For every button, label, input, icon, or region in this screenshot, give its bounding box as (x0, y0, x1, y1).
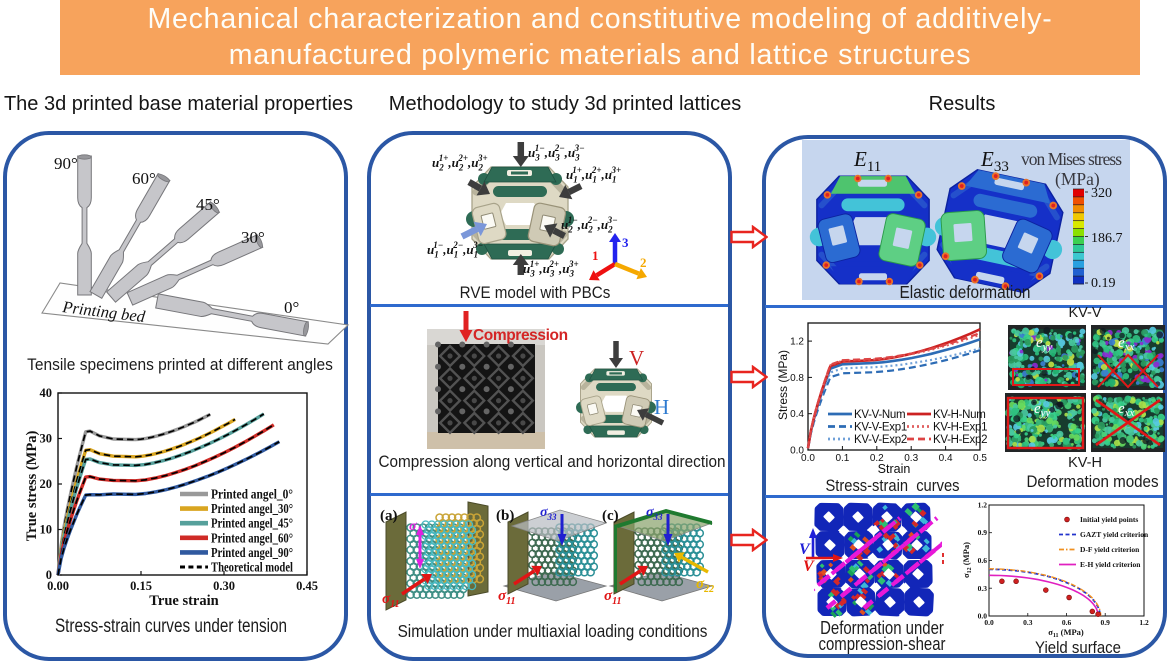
svg-text:(a): (a) (380, 508, 398, 524)
svg-text:0.6: 0.6 (978, 556, 988, 565)
svg-text:0.0: 0.0 (801, 453, 815, 464)
svg-text:u21+,u22+,u23+: u21+,u22+,u23+ (432, 153, 488, 173)
svg-text:V: V (799, 541, 811, 558)
svg-text:60°: 60° (132, 169, 156, 188)
svg-text:(c): (c) (602, 508, 619, 524)
svg-text:0.19: 0.19 (1091, 276, 1116, 291)
svg-text:KV-H-Num: KV-H-Num (933, 409, 986, 421)
svg-text:0.45: 0.45 (296, 579, 318, 593)
svg-text:V: V (629, 346, 644, 370)
svg-text:0.6: 0.6 (1062, 618, 1072, 627)
svg-text:0: 0 (46, 568, 52, 582)
svg-text:σ33: σ33 (646, 505, 663, 522)
svg-text:0.3: 0.3 (1023, 618, 1033, 627)
svg-text:1.2: 1.2 (790, 337, 804, 348)
svg-text:0.3: 0.3 (904, 453, 918, 464)
svg-text:Printed angel_60°: Printed angel_60° (211, 530, 293, 545)
svg-text:E11: E11 (853, 147, 881, 175)
svg-text:D-F yield criterion: D-F yield criterion (1080, 545, 1140, 554)
svg-text:0.00: 0.00 (47, 579, 69, 593)
svg-text:σ12 (MPa): σ12 (MPa) (961, 542, 973, 578)
svg-text:σ: σ (409, 519, 417, 534)
svg-text:40: 40 (40, 386, 53, 400)
svg-text:Theoretical model: Theoretical model (211, 560, 293, 575)
svg-text:True stress (MPa): True stress (MPa) (24, 431, 40, 542)
svg-text:Printed angel_90°: Printed angel_90° (211, 545, 293, 560)
svg-text:320: 320 (1091, 186, 1112, 201)
svg-text:0.8: 0.8 (790, 373, 804, 384)
svg-text:H: H (654, 395, 669, 419)
svg-text:KV-V-Exp2: KV-V-Exp2 (854, 434, 907, 446)
svg-text:0.3: 0.3 (978, 584, 988, 593)
svg-text:Printed angel_0°: Printed angel_0° (211, 487, 293, 502)
svg-text:(b): (b) (496, 508, 514, 524)
svg-text:0.2: 0.2 (870, 453, 884, 464)
svg-text:1: 1 (592, 248, 599, 263)
svg-text:45°: 45° (196, 195, 220, 214)
svg-text:0.0: 0.0 (984, 618, 994, 627)
svg-text:GAZT yield criterion: GAZT yield criterion (1080, 530, 1149, 539)
svg-text:0.0: 0.0 (790, 446, 804, 457)
svg-text:True strain: True strain (149, 593, 218, 609)
svg-text:10: 10 (40, 523, 53, 537)
svg-text:Compression: Compression (473, 327, 568, 344)
svg-text:E33: E33 (980, 147, 1009, 175)
svg-text:KV-H-Exp1: KV-H-Exp1 (933, 422, 987, 434)
svg-text:0.0: 0.0 (978, 612, 988, 621)
svg-text:0°: 0° (284, 298, 299, 317)
svg-text:Printed angel_45°: Printed angel_45° (211, 516, 293, 531)
svg-text:σ33: σ33 (540, 505, 557, 522)
svg-text:KV-V-Exp1: KV-V-Exp1 (854, 422, 907, 434)
svg-text:0.1: 0.1 (835, 453, 849, 464)
svg-text:3: 3 (622, 235, 629, 250)
svg-text:u11+,u12+,u13+: u11+,u12+,u13+ (566, 165, 621, 185)
svg-text:2: 2 (640, 255, 647, 270)
svg-text:0.15: 0.15 (130, 579, 152, 593)
svg-text:20: 20 (40, 477, 53, 491)
svg-text:Strain: Strain (878, 462, 911, 476)
svg-text:0.30: 0.30 (213, 579, 235, 593)
svg-text:1.2: 1.2 (978, 501, 988, 510)
svg-text:u31−,u32−,u33−: u31−,u32−,u33− (528, 143, 585, 163)
svg-text:KV-H-Exp2: KV-H-Exp2 (933, 434, 987, 446)
svg-text:Stress (MPa): Stress (MPa) (776, 350, 790, 420)
svg-text:Printed angel_30°: Printed angel_30° (211, 501, 293, 516)
svg-text:1.2: 1.2 (1139, 618, 1149, 627)
svg-text:0.4: 0.4 (939, 453, 953, 464)
svg-text:E-H yield criterion: E-H yield criterion (1080, 560, 1141, 569)
svg-text:u31+,u32+,u33+: u31+,u32+,u33+ (523, 259, 579, 279)
svg-text:V: V (803, 558, 815, 575)
svg-text:186.7: 186.7 (1091, 231, 1123, 246)
svg-text:u21−,u22−,u23−: u21−,u22−,u23− (561, 215, 618, 235)
svg-text:von Mises stress: von Mises stress (1021, 149, 1122, 169)
svg-text:90°: 90° (54, 154, 78, 173)
svg-text:0.9: 0.9 (978, 528, 988, 537)
svg-text:(MPa): (MPa) (1055, 169, 1100, 189)
svg-text:0.9: 0.9 (1101, 618, 1111, 627)
svg-text:30°: 30° (241, 228, 265, 247)
svg-text:30: 30 (40, 432, 53, 446)
svg-text:u11−,u12−,u13−: u11−,u12−,u13− (427, 240, 483, 260)
svg-text:σ22: σ22 (696, 576, 714, 595)
svg-text:0.5: 0.5 (973, 453, 987, 464)
svg-text:KV-V-Num: KV-V-Num (854, 409, 905, 421)
svg-text:0.4: 0.4 (790, 409, 804, 420)
svg-text:Initial yield points: Initial yield points (1080, 515, 1138, 524)
